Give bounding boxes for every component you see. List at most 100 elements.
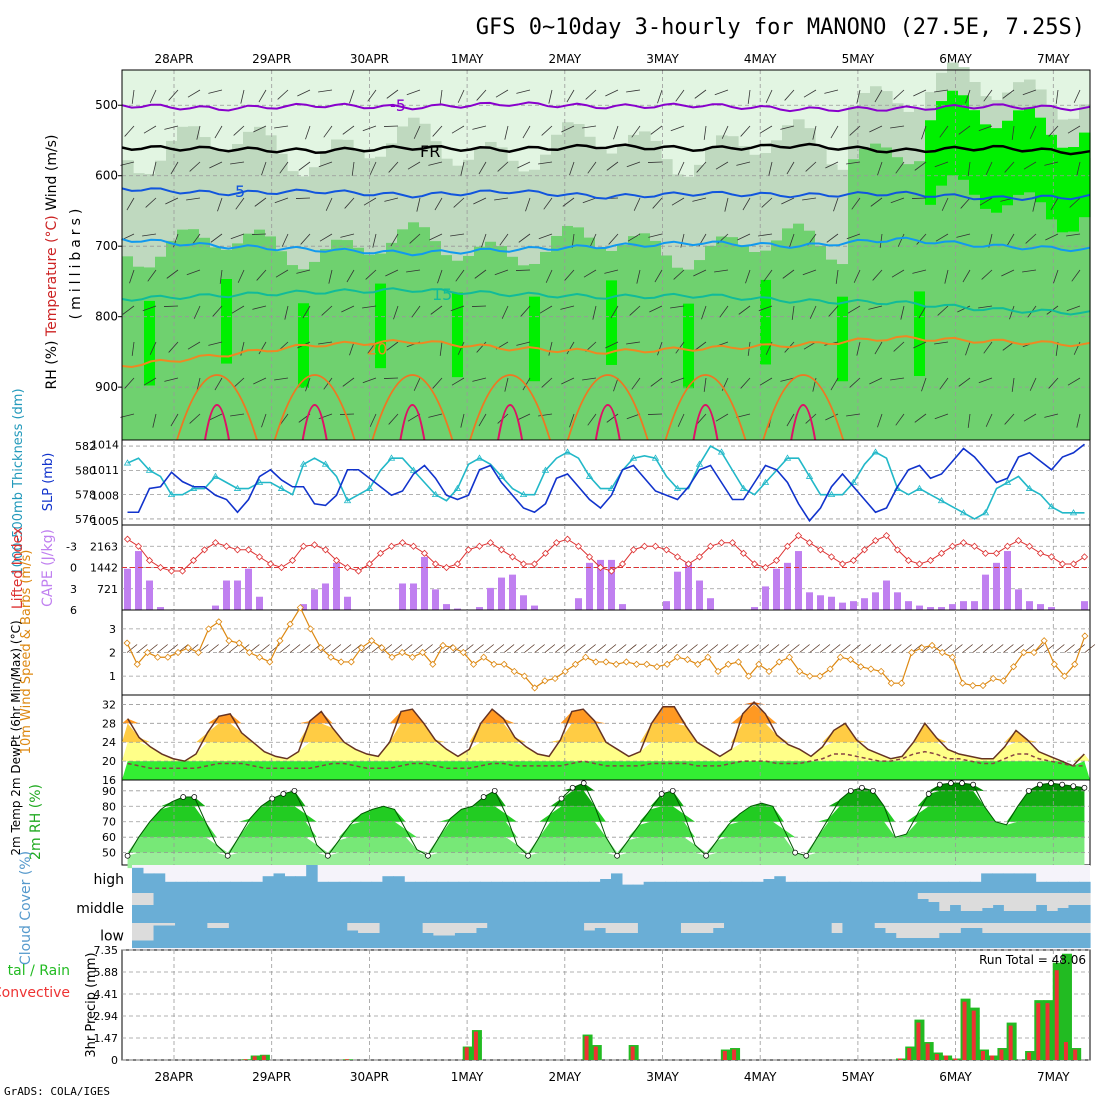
wind-barb (233, 377, 245, 388)
cloud-clear (433, 923, 445, 936)
rh-band-green (397, 229, 409, 440)
wind-barb (152, 413, 157, 428)
cloud-clear (928, 923, 940, 938)
wind-barb (715, 413, 729, 422)
wind-speed-point (561, 667, 569, 675)
cloud-bar (831, 933, 844, 948)
wind-barb (983, 341, 993, 354)
wind-barb (344, 197, 355, 209)
wind-barb (872, 269, 883, 281)
wind-barb (613, 125, 619, 140)
cloud-bar (756, 893, 768, 923)
legend-convective: Convective (0, 985, 70, 1001)
cloud-bar (132, 940, 144, 948)
cloud-bar (186, 881, 198, 893)
cloud-bar (1057, 933, 1070, 948)
cloud-bar (654, 881, 667, 893)
wind-barb (650, 125, 663, 135)
cloud-bar (915, 881, 928, 893)
wind-speed-point (276, 637, 284, 645)
rh-band-green (925, 148, 937, 440)
cloud-bar (208, 881, 220, 893)
rh-point (580, 780, 587, 786)
wind-barb (472, 125, 487, 130)
wind-speed-point (164, 653, 172, 661)
cloud-bar (982, 933, 994, 948)
cloud-bar (401, 923, 413, 948)
wind-barb (240, 89, 245, 104)
wind-barb (736, 161, 751, 166)
wind-speed-point (1030, 648, 1038, 657)
wind-barb (747, 341, 751, 356)
precip-convective-bar (916, 1022, 921, 1060)
wind-barb (589, 233, 597, 247)
precip-convective-bar (953, 1058, 958, 1060)
wind-barb (696, 413, 707, 425)
wind-barb (193, 305, 201, 319)
y-tick-label: 90 (102, 785, 116, 798)
wind-barb (913, 341, 927, 349)
cloud-bar (282, 923, 295, 948)
lifted-index-point (838, 560, 847, 568)
wind-barb (122, 305, 135, 315)
cloud-bar (1046, 881, 1058, 893)
cloud-bar (422, 933, 434, 948)
cloud-bar (698, 881, 710, 893)
wind-barb (605, 341, 619, 349)
precip-convective-bar (1073, 1049, 1078, 1060)
cloud-bar (422, 893, 434, 923)
wind-speed-point (796, 667, 804, 675)
cloud-bar (469, 881, 481, 893)
wind-barb (1067, 125, 1081, 134)
rh-band-green (1079, 158, 1091, 440)
wind-barb (548, 89, 553, 104)
wind-barb (514, 644, 525, 653)
data-point (497, 472, 506, 479)
rh-band-green (232, 243, 244, 440)
cloud-bar (950, 933, 962, 948)
wind-barb (1053, 269, 1059, 284)
lifted-index-point (739, 549, 748, 557)
lifted-index-point (453, 560, 462, 568)
rh-band-green (507, 256, 519, 440)
date-label-top: 5MAY (842, 52, 875, 66)
lifted-index-point (156, 563, 165, 572)
cape-bar (773, 568, 780, 610)
wind-barb (868, 305, 883, 310)
cloud-bar (687, 881, 699, 893)
lifted-index-point (761, 563, 770, 572)
wind-barb (737, 233, 751, 241)
wind-barb (780, 125, 795, 130)
wind-speed-point (1071, 660, 1079, 668)
wind-barb (962, 269, 971, 283)
lifted-index-point (431, 560, 440, 568)
rh-band-green (562, 225, 574, 440)
precip-convective-bar (990, 1055, 995, 1060)
lifted-index-point (211, 539, 220, 547)
wind-barb (124, 377, 135, 389)
cloud-bar (1079, 933, 1091, 948)
precip-convective-bar (584, 1036, 589, 1060)
y-tick-label: 1 (109, 670, 116, 683)
y-tick-label: 80 (102, 800, 116, 813)
cloud-bar (228, 923, 241, 948)
wind-speed-point (816, 672, 824, 680)
wind-barb (520, 305, 531, 317)
wind-barb (1013, 644, 1024, 653)
wind-barb (1066, 233, 1081, 237)
rh-point (948, 780, 954, 786)
wind-barb (799, 644, 810, 653)
rh-point (936, 781, 943, 788)
warm-contour (371, 374, 454, 441)
wind-barb (564, 644, 576, 653)
wind-barb (504, 125, 509, 140)
data-point (211, 472, 220, 479)
rh-band-green (122, 256, 134, 440)
y-tick-label-right: 1442 (90, 562, 118, 575)
rh-point (859, 784, 865, 791)
cape-bar (531, 605, 538, 610)
rh-band-green (782, 228, 794, 440)
wind-barb (330, 644, 342, 653)
cloud-bar (164, 925, 176, 948)
wind-barb (982, 644, 994, 653)
